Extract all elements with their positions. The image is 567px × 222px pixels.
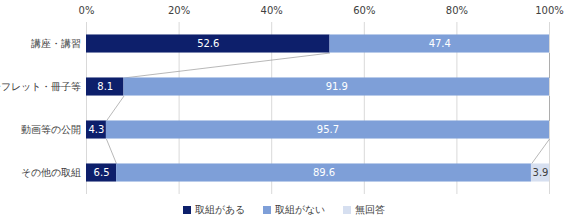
svg-text:91.9: 91.9 (326, 81, 348, 92)
svg-text:89.6: 89.6 (313, 167, 335, 178)
svg-text:100%: 100% (535, 5, 564, 16)
svg-text:47.4: 47.4 (429, 38, 451, 49)
svg-text:52.6: 52.6 (197, 38, 219, 49)
svg-text:8.1: 8.1 (97, 81, 113, 92)
svg-text:リーフレット・冊子等: リーフレット・冊子等 (0, 81, 81, 92)
html-text:取組がある: 取組がある (194, 204, 245, 215)
svg-text:講座・講習: 講座・講習 (31, 38, 81, 49)
svg-text:0%: 0% (79, 5, 95, 16)
svg-text:95.7: 95.7 (317, 124, 339, 135)
svg-text:動画等の公開: 動画等の公開 (21, 124, 81, 135)
svg-text:4.3: 4.3 (89, 124, 105, 135)
svg-text:20%: 20% (168, 5, 190, 16)
html-text:無回答: 無回答 (354, 204, 385, 215)
svg-text:40%: 40% (261, 5, 283, 16)
svg-text:80%: 80% (446, 5, 468, 16)
svg-text:3.9: 3.9 (533, 167, 549, 178)
html-text:取組がない: 取組がない (274, 204, 325, 215)
svg-text:6.5: 6.5 (94, 167, 110, 178)
svg-text:その他の取組: その他の取組 (21, 167, 81, 178)
svg-text:60%: 60% (353, 5, 375, 16)
